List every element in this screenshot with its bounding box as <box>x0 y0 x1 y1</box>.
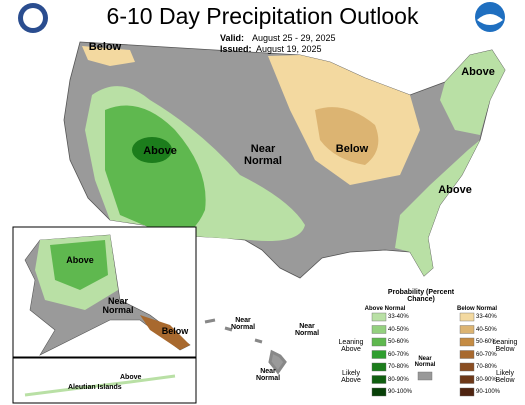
legend-item-label: 60-70% <box>476 351 497 358</box>
aleutian-islands <box>24 374 176 397</box>
issued-date: August 19, 2025 <box>256 44 322 54</box>
legend-swatch <box>459 325 475 334</box>
legend-item-label: 70-80% <box>476 364 497 370</box>
legend-swatch <box>417 371 433 381</box>
doc-logo-inner <box>23 8 43 28</box>
legend-swatch <box>459 387 475 397</box>
alaska-label: Below <box>161 326 189 336</box>
below-lakes-likely <box>315 107 379 165</box>
legend-item-label: 70-80% <box>388 364 409 370</box>
legend-swatch <box>371 337 387 347</box>
alaska-below <box>140 315 190 350</box>
legend-swatch <box>459 375 475 384</box>
title: 6-10 Day Precipitation Outlook <box>106 3 419 29</box>
alaska-label: Near Normal <box>102 296 134 316</box>
hawaii-label: Near Normal <box>255 368 281 383</box>
noaa-logo-bird <box>477 14 503 25</box>
legend-swatch <box>459 350 475 359</box>
above-se <box>395 140 480 276</box>
legend-swatch <box>371 387 387 397</box>
legend-item-label: 33-40% <box>476 314 497 320</box>
valid-label: Valid: <box>220 33 245 43</box>
hawaii <box>204 318 287 375</box>
aleutian-box <box>12 357 197 404</box>
map-label: Below <box>335 143 369 155</box>
map-label: Above <box>438 184 472 196</box>
legend-group: Leaning Above <box>338 339 364 354</box>
legend-item-label: 40-50% <box>476 326 497 333</box>
alaska-above-likely <box>50 240 108 290</box>
issued-label: Issued: <box>220 44 252 54</box>
above-west-likely <box>105 105 206 236</box>
legend <box>371 312 475 397</box>
above-west-core <box>132 137 172 163</box>
map-label: Above <box>461 66 495 78</box>
legend-group: Likely Below <box>495 370 515 385</box>
legend-heading: Below Normal <box>456 306 497 312</box>
legend-group: Leaning Below <box>492 339 518 354</box>
below-nw <box>82 46 135 66</box>
hawaii-label: Near Normal <box>294 323 320 338</box>
map-label: Below <box>88 41 122 53</box>
legend-heading: Above Normal <box>364 306 406 312</box>
legend-item-label: 60-70% <box>388 351 409 358</box>
legend-title: Probability (Percent Chance) <box>387 289 455 304</box>
legend-swatch <box>371 350 387 359</box>
above-ne <box>440 50 505 135</box>
valid-dates: August 25 - 29, 2025 <box>252 33 336 43</box>
hawaii-label: Near Normal <box>230 317 256 332</box>
alaska-label: Above <box>66 255 94 265</box>
legend-item-label: 80-90% <box>476 376 497 383</box>
legend-near-label: Near Normal <box>414 356 436 369</box>
legend-swatch <box>371 375 387 384</box>
legend-item-label: 80-90% <box>388 376 409 383</box>
legend-swatch <box>371 325 387 334</box>
legend-swatch <box>459 337 475 347</box>
legend-item-label: 50-60% <box>388 339 409 345</box>
legend-swatch <box>371 312 387 322</box>
map-label: Near Normal <box>244 143 282 167</box>
legend-item-label: 40-50% <box>388 326 409 333</box>
legend-swatch <box>459 362 475 372</box>
aleutian-title: Aleutian Islands <box>68 384 122 391</box>
aleutian-label: Above <box>120 374 142 381</box>
legend-item-label: 90-100% <box>388 389 413 395</box>
legend-swatch <box>459 312 475 322</box>
legend-swatch <box>371 362 387 372</box>
legend-item-label: 50-60% <box>476 339 497 345</box>
legend-item-label: 33-40% <box>388 314 409 320</box>
legend-item-label: 90-100% <box>476 389 501 395</box>
map-label: Above <box>143 145 177 157</box>
legend-group: Likely Above <box>341 370 361 385</box>
